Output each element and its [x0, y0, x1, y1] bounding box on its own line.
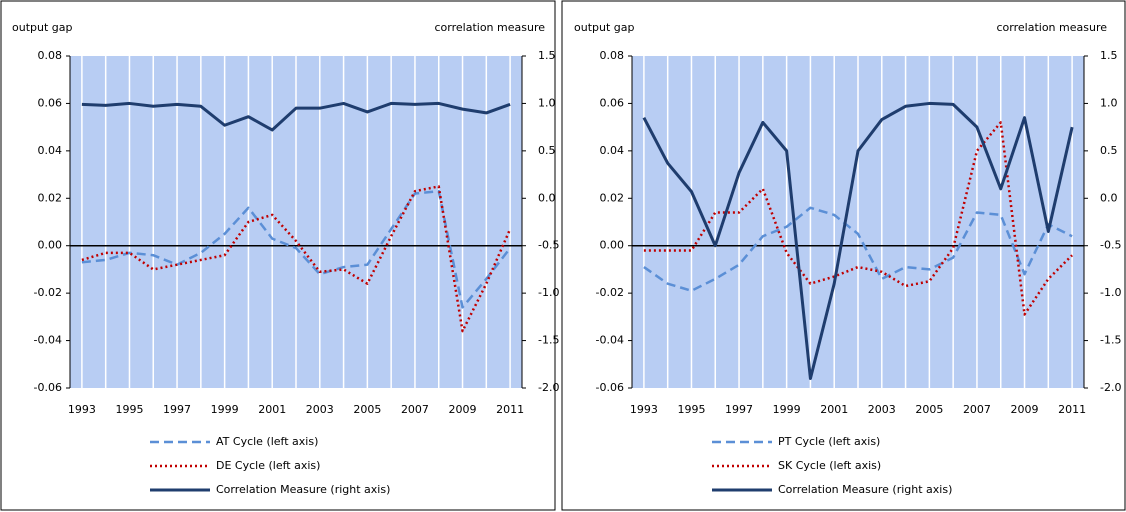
- panel: -0.06 -0.04 -0.02 0.00 0.02 0.04 0.06 0.08 -2.0 -…: [12, 21, 559, 496]
- y-tick-label: 0.08: [38, 49, 63, 62]
- y-axis-title: output gap: [12, 21, 73, 34]
- y-tick-label: 0.06: [600, 96, 625, 109]
- x-tick-label: 2003: [868, 403, 896, 416]
- series-line: [81, 189, 512, 309]
- x-tick-label: 1993: [630, 403, 658, 416]
- x-tick-label: 2007: [401, 403, 429, 416]
- y-tick-label: 0.00: [38, 239, 63, 252]
- legend-label: SK Cycle (left axis): [778, 459, 881, 472]
- x-tick-label: 2005: [353, 403, 381, 416]
- x-tick-label: 2011: [496, 403, 524, 416]
- x-tick-label: 2001: [258, 403, 286, 416]
- x-tick-label: 1995: [677, 403, 705, 416]
- x-tick-label: 2009: [1011, 403, 1039, 416]
- legend-label: AT Cycle (left axis): [216, 435, 318, 448]
- x-tick-label: 1999: [773, 403, 801, 416]
- x-tick-label: 1995: [115, 403, 143, 416]
- y-tick-label: 0.08: [600, 49, 625, 62]
- y-tick-label: 0.04: [600, 144, 625, 157]
- x-tick-label: 1997: [725, 403, 753, 416]
- y2-tick-label: -1.5: [1100, 334, 1121, 347]
- y2-tick-label: -1.0: [538, 286, 559, 299]
- panel: -0.06 -0.04 -0.02 0.00 0.02 0.04 0.06 0.08 -2.0 -…: [574, 21, 1121, 496]
- legend-label: Correlation Measure (right axis): [778, 483, 952, 496]
- y-tick-label: -0.02: [596, 286, 624, 299]
- x-tick-label: 2005: [915, 403, 943, 416]
- y-tick-label: -0.06: [596, 381, 624, 394]
- y-tick-label: -0.04: [596, 334, 624, 347]
- x-tick-label: 2001: [820, 403, 848, 416]
- y2-tick-label: 1.0: [538, 96, 556, 109]
- y-tick-label: -0.02: [34, 286, 62, 299]
- y-tick-label: 0.04: [38, 144, 63, 157]
- y-tick-label: 0.02: [600, 191, 625, 204]
- y2-tick-label: 0.0: [1100, 191, 1118, 204]
- series-line: [81, 185, 512, 333]
- y2-tick-label: -2.0: [538, 381, 559, 394]
- y-axis-title: output gap: [574, 21, 635, 34]
- y2-axis-title: correlation measure: [997, 21, 1108, 34]
- series-line: [81, 101, 511, 132]
- series-line: [643, 206, 1073, 293]
- y-tick-label: 0.02: [38, 191, 63, 204]
- legend-label: Correlation Measure (right axis): [216, 483, 390, 496]
- x-tick-label: 1997: [163, 403, 191, 416]
- x-tick-label: 2009: [449, 403, 477, 416]
- y2-tick-label: 1.5: [1100, 49, 1118, 62]
- y2-tick-label: -0.5: [538, 239, 559, 252]
- series-line: [642, 101, 1074, 381]
- x-tick-label: 1999: [211, 403, 239, 416]
- y2-tick-label: -1.5: [538, 334, 559, 347]
- x-tick-label: 1993: [68, 403, 96, 416]
- y2-tick-label: 0.5: [538, 144, 556, 157]
- y-tick-label: 0.00: [600, 239, 625, 252]
- y2-tick-label: 0.5: [1100, 144, 1118, 157]
- y-tick-label: -0.06: [34, 381, 62, 394]
- panel-frame: [561, 0, 1126, 511]
- panel-frame: [0, 0, 556, 511]
- y-tick-label: -0.04: [34, 334, 62, 347]
- series-line: [643, 121, 1073, 316]
- y2-tick-label: -0.5: [1100, 239, 1121, 252]
- y2-tick-label: 0.0: [538, 191, 556, 204]
- x-tick-label: 2011: [1058, 403, 1086, 416]
- legend-label: PT Cycle (left axis): [778, 435, 880, 448]
- x-tick-label: 2007: [963, 403, 991, 416]
- legend-label: DE Cycle (left axis): [216, 459, 320, 472]
- y2-tick-label: -2.0: [1100, 381, 1121, 394]
- y2-tick-label: 1.5: [538, 49, 556, 62]
- y-tick-label: 0.06: [38, 96, 63, 109]
- x-tick-label: 2003: [306, 403, 334, 416]
- y2-tick-label: -1.0: [1100, 286, 1121, 299]
- y2-tick-label: 1.0: [1100, 96, 1118, 109]
- y2-axis-title: correlation measure: [435, 21, 546, 34]
